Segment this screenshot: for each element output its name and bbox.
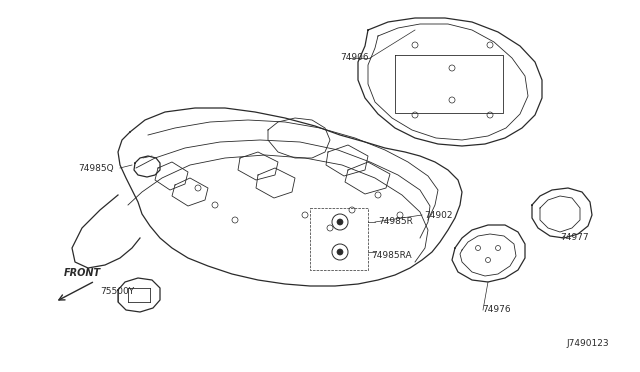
Circle shape	[337, 249, 343, 255]
Text: 74977: 74977	[560, 234, 589, 243]
Circle shape	[337, 219, 343, 225]
Text: J7490123: J7490123	[566, 339, 609, 347]
Text: 74985R: 74985R	[378, 218, 413, 227]
Text: 75500Y: 75500Y	[100, 288, 134, 296]
Text: 74976: 74976	[482, 305, 511, 314]
Text: FRONT: FRONT	[63, 268, 100, 278]
Text: 74985RA: 74985RA	[371, 250, 412, 260]
Text: 74906: 74906	[340, 54, 369, 62]
Text: 74985Q: 74985Q	[78, 164, 114, 173]
Text: 74902: 74902	[424, 211, 452, 219]
